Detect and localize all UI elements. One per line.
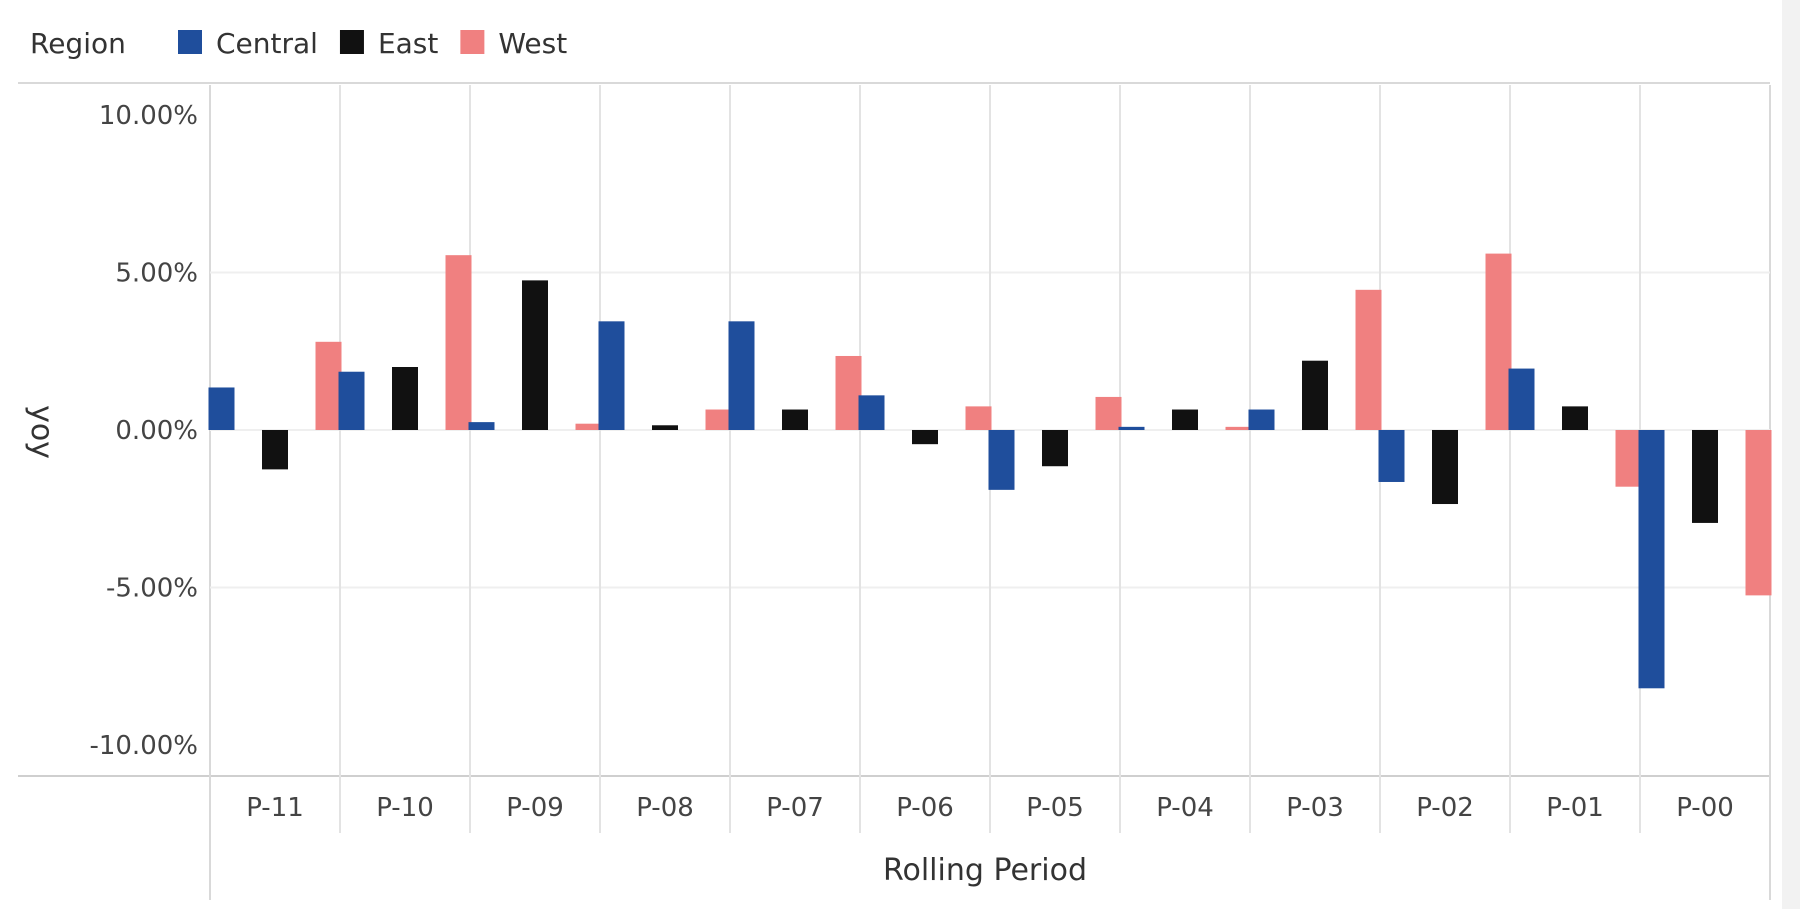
bar-central-p-06[interactable] (858, 395, 885, 430)
bar-west-p-05[interactable] (1095, 396, 1122, 430)
y-tick-label: -5.00% (106, 574, 198, 604)
bar-east-p-01[interactable] (1562, 406, 1588, 430)
y-tick-label: 5.00% (115, 259, 198, 289)
bar-west-p-03[interactable] (1355, 289, 1382, 430)
x-axis-title: Rolling Period (883, 853, 1087, 888)
legend: Region Central East West (30, 27, 567, 60)
bar-east-p-08[interactable] (652, 425, 678, 430)
legend-swatch-east (339, 30, 364, 54)
bar-east-p-04[interactable] (1172, 409, 1198, 430)
bar-east-p-09[interactable] (522, 280, 548, 430)
bar-central-p-04[interactable] (1118, 426, 1145, 430)
bar-central-p-08[interactable] (598, 321, 625, 430)
bar-west-p-08[interactable] (705, 409, 732, 430)
y-tick-label: 10.00% (99, 101, 198, 131)
legend-label-west: West (498, 27, 567, 60)
legend-swatch-west (460, 30, 485, 54)
bar-central-p-07[interactable] (728, 321, 755, 430)
x-tick-label: P-11 (246, 793, 304, 823)
bar-west-p-00[interactable] (1745, 430, 1772, 596)
x-tick-label: P-09 (506, 793, 564, 823)
x-tick-label: P-00 (1676, 793, 1734, 823)
bar-west-p-02[interactable] (1485, 253, 1512, 430)
bar-west-p-04[interactable] (1225, 426, 1252, 430)
bar-west-p-10[interactable] (445, 255, 472, 430)
bar-east-p-06[interactable] (912, 430, 938, 445)
vertical-scrollbar[interactable] (1782, 0, 1800, 909)
bar-west-p-11[interactable] (315, 341, 342, 430)
bar-east-p-10[interactable] (392, 367, 418, 430)
bar-central-p-00[interactable] (1638, 430, 1665, 689)
y-axis-title: yoy (24, 405, 59, 459)
x-axis-ticks: P-11 P-10 P-09 P-08 P-07 P-06 P-05 P-04 P-03 P-02… (246, 793, 1734, 823)
bars (208, 253, 1772, 689)
bar-east-p-05[interactable] (1042, 430, 1068, 467)
bar-west-p-07[interactable] (835, 355, 862, 430)
x-tick-label: P-03 (1286, 793, 1344, 823)
x-tick-label: P-01 (1546, 793, 1604, 823)
bar-central-p-11[interactable] (208, 387, 235, 430)
bar-west-p-06[interactable] (965, 406, 992, 430)
bar-east-p-11[interactable] (262, 430, 288, 470)
bar-central-p-05[interactable] (988, 430, 1015, 490)
bar-east-p-07[interactable] (782, 409, 808, 430)
plot-frame (18, 82, 1771, 900)
bar-east-p-02[interactable] (1432, 430, 1458, 505)
bar-central-p-01[interactable] (1508, 368, 1535, 430)
legend-title: Region (30, 27, 126, 60)
x-tick-label: P-07 (766, 793, 824, 823)
bar-central-p-03[interactable] (1248, 409, 1275, 430)
bar-east-p-03[interactable] (1302, 360, 1328, 430)
x-tick-label: P-02 (1416, 793, 1474, 823)
bar-central-p-02[interactable] (1378, 430, 1405, 482)
x-tick-label: P-05 (1026, 793, 1084, 823)
x-tick-label: P-06 (896, 793, 954, 823)
y-axis-ticks: 10.00% 5.00% 0.00% -5.00% -10.00% (89, 101, 198, 761)
bar-central-p-10[interactable] (338, 371, 365, 430)
legend-label-east: East (378, 27, 438, 60)
bar-central-p-09[interactable] (468, 422, 495, 430)
bar-west-p-09[interactable] (575, 423, 602, 430)
bar-east-p-00[interactable] (1692, 430, 1718, 523)
y-tick-label: 0.00% (115, 416, 198, 446)
x-tick-label: P-08 (636, 793, 694, 823)
bar-west-p-01[interactable] (1615, 430, 1642, 487)
x-tick-label: P-04 (1156, 793, 1214, 823)
x-tick-label: P-10 (376, 793, 434, 823)
legend-label-central: Central (216, 27, 318, 60)
legend-swatch-central (178, 30, 202, 54)
y-tick-label: -10.00% (89, 731, 198, 761)
